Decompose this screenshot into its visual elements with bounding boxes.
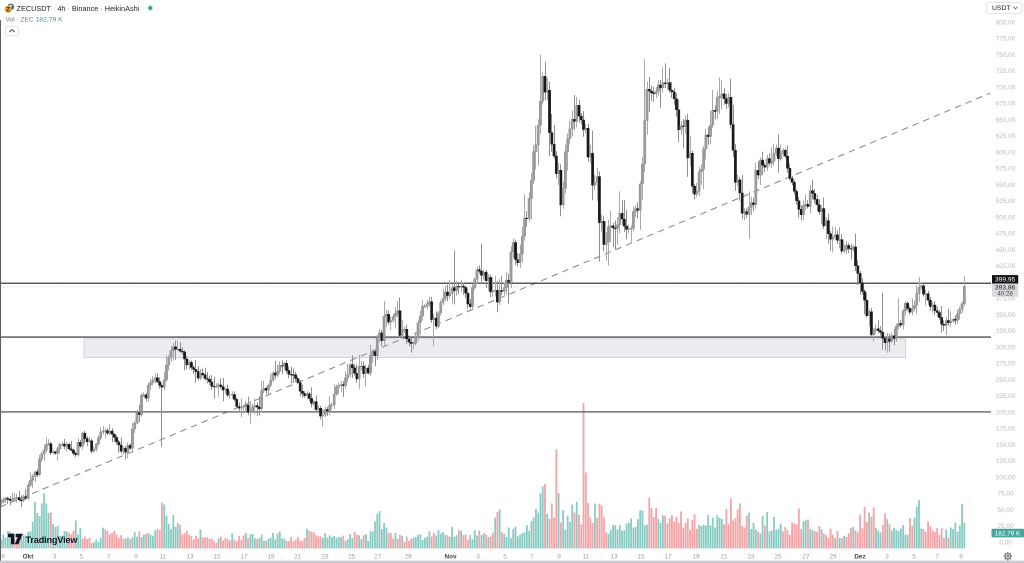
svg-text:13: 13 [186,553,194,560]
svg-text:9: 9 [557,553,561,560]
svg-text:100,00: 100,00 [996,475,1016,482]
svg-text:375,00: 375,00 [996,296,1016,303]
svg-text:175,00: 175,00 [996,426,1016,433]
svg-text:ZECUSDT · 4h · Binance · Heiki: ZECUSDT · 4h · Binance · HeikinAshi [17,4,140,13]
svg-text:19: 19 [267,553,275,560]
svg-text:500,00: 500,00 [996,215,1016,222]
svg-text:7: 7 [935,553,939,560]
svg-text:19: 19 [692,553,700,560]
svg-text:27: 27 [802,553,810,560]
svg-text:750,00: 750,00 [996,52,1016,59]
svg-text:300,00: 300,00 [996,345,1016,352]
svg-text:27: 27 [374,553,382,560]
svg-text:5: 5 [912,553,916,560]
svg-text:275,00: 275,00 [996,361,1016,368]
svg-text:40:28: 40:28 [997,291,1013,298]
svg-text:25: 25 [348,553,356,560]
svg-text:23: 23 [321,553,329,560]
svg-text:Vol · ZEC: Vol · ZEC [6,16,34,23]
svg-text:525,00: 525,00 [996,198,1016,205]
svg-text:182,79 K: 182,79 K [36,16,64,23]
svg-text:675,00: 675,00 [996,101,1016,108]
svg-text:0,00: 0,00 [999,540,1012,547]
svg-text:700,00: 700,00 [996,85,1016,92]
svg-text:17: 17 [240,553,248,560]
svg-text:225,00: 225,00 [996,393,1016,400]
svg-text:17: 17 [664,553,672,560]
svg-text:600,00: 600,00 [996,150,1016,157]
svg-text:7: 7 [530,553,534,560]
svg-text:475,00: 475,00 [996,231,1016,238]
svg-text:USDT: USDT [992,5,1011,12]
svg-text:393,86: 393,86 [995,285,1016,292]
svg-text:182,79 K: 182,79 K [995,530,1021,537]
svg-text:Z: Z [6,7,10,14]
svg-text:399,95: 399,95 [995,277,1016,284]
svg-text:TradingView: TradingView [26,535,79,545]
svg-text:21: 21 [294,553,302,560]
svg-text:5: 5 [503,553,507,560]
svg-text:450,00: 450,00 [996,247,1016,254]
svg-text:21: 21 [720,553,728,560]
svg-text:23: 23 [747,553,755,560]
svg-text:7: 7 [107,553,111,560]
svg-text:550,00: 550,00 [996,182,1016,189]
svg-text:11: 11 [160,553,167,560]
svg-text:Dez: Dez [854,553,865,560]
svg-text:11: 11 [583,553,590,560]
svg-text:650,00: 650,00 [996,117,1016,124]
svg-text:800,00: 800,00 [996,20,1016,27]
svg-text:75,00: 75,00 [998,491,1014,498]
svg-text:5: 5 [80,553,84,560]
svg-text:15: 15 [637,553,645,560]
svg-text:325,00: 325,00 [996,328,1016,335]
svg-text:425,00: 425,00 [996,263,1016,270]
svg-text:50,00: 50,00 [998,507,1014,514]
svg-text:25,00: 25,00 [998,523,1014,530]
svg-text:150,00: 150,00 [996,442,1016,449]
svg-text:625,00: 625,00 [996,133,1016,140]
svg-text:Okt: Okt [23,553,35,560]
svg-text:25: 25 [774,553,782,560]
svg-text:29: 29 [404,553,412,560]
svg-text:3: 3 [53,553,57,560]
svg-text:9: 9 [134,553,138,560]
svg-text:3: 3 [476,553,480,560]
svg-text:29: 29 [829,553,837,560]
svg-text:575,00: 575,00 [996,166,1016,173]
svg-text:Nov: Nov [444,553,457,560]
svg-text:200,00: 200,00 [996,410,1016,417]
svg-text:9: 9 [959,553,963,560]
svg-text:3: 3 [885,553,889,560]
svg-text:725,00: 725,00 [996,68,1016,75]
svg-text:13: 13 [610,553,618,560]
svg-text:125,00: 125,00 [996,458,1016,465]
svg-text:250,00: 250,00 [996,377,1016,384]
svg-text:775,00: 775,00 [996,36,1016,43]
svg-text:350,00: 350,00 [996,312,1016,319]
svg-text:15: 15 [213,553,221,560]
svg-text:9: 9 [1,553,5,560]
